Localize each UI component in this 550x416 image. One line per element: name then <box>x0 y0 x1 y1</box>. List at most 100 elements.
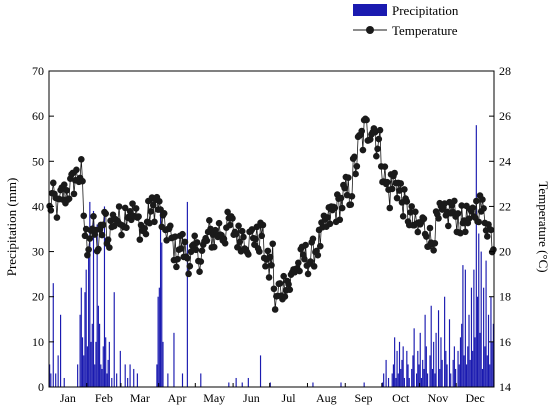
precipitation-bar <box>107 359 109 387</box>
precipitation-bar <box>60 314 62 387</box>
precipitation-bar <box>108 341 110 387</box>
temperature-point <box>314 251 322 259</box>
plot-frame <box>48 70 495 388</box>
temperature-point <box>191 232 198 240</box>
temperature-point <box>232 230 240 238</box>
temperature-point <box>408 203 416 210</box>
temperature-point <box>264 247 272 255</box>
left-axis-tick-label: 50 <box>32 154 44 168</box>
temperature-point <box>245 251 252 258</box>
temperature-point <box>480 205 487 212</box>
temperature-point <box>295 259 302 267</box>
precipitation-bar <box>418 364 420 387</box>
precipitation-bar <box>485 260 487 387</box>
precipitation-bar <box>452 359 454 387</box>
precipitation-bar <box>453 346 455 387</box>
temperature-point <box>192 246 200 254</box>
temperature-point <box>296 267 303 275</box>
right-axis-tick-label: 16 <box>499 335 511 349</box>
temperature-point <box>95 245 102 253</box>
temperature-point <box>469 204 476 212</box>
temperature-point <box>248 226 256 233</box>
precipitation-bar <box>413 328 415 387</box>
precipitation-bar <box>424 314 426 387</box>
temperature-point <box>256 248 263 255</box>
precipitation-bar <box>95 341 97 387</box>
precipitation-bar <box>111 377 113 387</box>
precipitation-bar <box>491 341 493 387</box>
precipitation-bar <box>459 337 462 387</box>
x-axis-tick-label: Mar <box>130 391 150 405</box>
temperature-point <box>173 263 180 271</box>
precipitation-bar <box>86 346 88 387</box>
precipitation-bar <box>173 332 175 387</box>
temperature-point <box>252 235 259 243</box>
temperature-point <box>366 136 374 143</box>
temperature-point <box>203 237 211 244</box>
temperature-point <box>348 192 356 200</box>
temperature-point <box>121 204 129 212</box>
temperature-point <box>386 204 394 212</box>
temperature-point <box>104 236 112 244</box>
temperature-point <box>423 233 430 240</box>
precipitation-bar <box>228 382 230 387</box>
temperature-point <box>487 226 495 234</box>
temperature-point <box>177 245 185 252</box>
temperature-point <box>198 247 206 254</box>
temperature-line-layer <box>46 115 497 313</box>
precipitation-bar <box>473 269 475 387</box>
temperature-point <box>431 239 439 247</box>
temperature-point <box>269 240 277 248</box>
precipitation-bar <box>52 283 54 387</box>
temperature-point <box>280 272 287 280</box>
temperature-point <box>265 274 273 281</box>
precipitation-bar <box>159 206 162 387</box>
temperature-point <box>316 242 324 250</box>
temperature-point <box>118 231 125 239</box>
temperature-point <box>430 247 437 254</box>
precipitation-bar <box>181 373 184 387</box>
precipitation-bar <box>395 377 397 387</box>
precipitation-bar <box>63 377 65 387</box>
precipitation-bar <box>90 341 92 387</box>
precipitation-bar <box>401 359 403 387</box>
temperature-point <box>156 198 163 205</box>
temperature-point <box>147 208 155 215</box>
temperature-point <box>412 208 419 216</box>
right-axis-tick-label: 28 <box>499 64 511 78</box>
precipitation-bar <box>200 373 202 387</box>
precipitation-bar <box>101 368 103 387</box>
precipitation-bar <box>186 201 188 387</box>
temperature-point <box>458 202 465 209</box>
temperature-point <box>358 127 366 135</box>
precipitation-bar <box>103 206 106 387</box>
temperature-point <box>331 204 339 212</box>
precipitation-bar <box>397 373 399 387</box>
right-axis-tick-label: 26 <box>499 109 511 123</box>
temperature-point <box>149 201 157 209</box>
precipitation-bar <box>464 269 466 387</box>
precipitation-bar <box>468 314 470 387</box>
precipitation-bar <box>416 373 418 387</box>
x-axis-tick-label: Feb <box>95 391 113 405</box>
temperature-point <box>160 210 168 217</box>
temperature-point <box>420 215 428 223</box>
left-axis-tick-label: 60 <box>32 109 44 123</box>
left-axis-tick-label: 20 <box>32 290 44 304</box>
left-axis-title: Precipitation (mm) <box>4 178 19 277</box>
precipitation-bar <box>472 350 474 387</box>
precipitation-bar <box>49 364 51 387</box>
precipitation-bar <box>439 368 441 387</box>
precipitation-bar <box>479 332 481 387</box>
temperature-point <box>281 293 289 300</box>
temperature-point <box>210 243 218 251</box>
precipitation-bar <box>408 377 410 387</box>
temperature-point <box>141 225 149 232</box>
temperature-point <box>236 238 244 246</box>
legend-precipitation-swatch <box>353 4 387 16</box>
temperature-point <box>115 203 123 210</box>
temperature-point <box>240 233 247 241</box>
precipitation-bar <box>481 368 483 387</box>
temperature-point <box>375 135 383 143</box>
temperature-point <box>301 255 308 263</box>
